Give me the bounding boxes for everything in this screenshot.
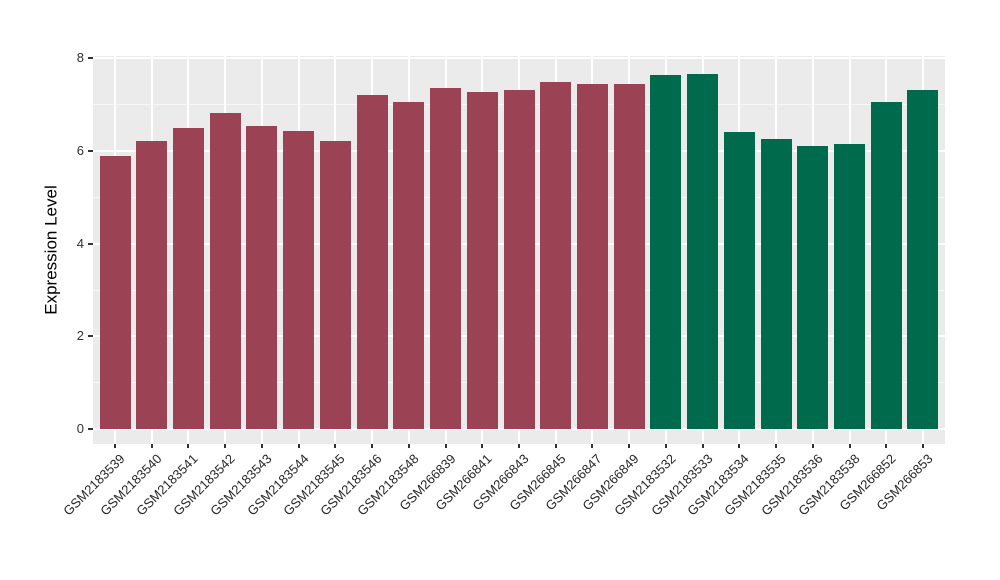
bar-GSM2183532	[650, 75, 682, 429]
y-tick-label-2: 2	[76, 328, 84, 344]
bar-GSM266853	[907, 89, 939, 429]
bar-GSM2183535	[760, 139, 792, 429]
plot-panel	[93, 56, 945, 444]
x-tick-mark-GSM2183548	[407, 444, 410, 448]
x-tick-mark-GSM2183534	[738, 444, 741, 448]
y-tick-label-8: 8	[76, 50, 84, 66]
x-tick-mark-GSM2183546	[371, 444, 374, 448]
bar-GSM266852	[870, 101, 902, 429]
bar-GSM2183541	[172, 127, 204, 429]
y-tick-mark-2	[88, 335, 93, 338]
x-tick-mark-GSM266839	[444, 444, 447, 448]
bar-GSM2183534	[723, 131, 755, 429]
bar-GSM266847	[576, 83, 608, 429]
x-tick-mark-GSM2183545	[334, 444, 337, 448]
x-tick-mark-GSM2183532	[664, 444, 667, 448]
x-tick-mark-GSM2183538	[848, 444, 851, 448]
bar-GSM266839	[430, 88, 462, 429]
y-tick-mark-8	[88, 57, 93, 60]
bar-GSM2183540	[136, 140, 168, 429]
bar-GSM2183533	[687, 73, 719, 429]
bar-GSM2183548	[393, 101, 425, 429]
bar-GSM2183546	[356, 95, 388, 429]
x-tick-mark-GSM2183539	[114, 444, 117, 448]
bar-GSM266849	[613, 84, 645, 429]
x-tick-mark-GSM266849	[628, 444, 631, 448]
x-tick-mark-GSM2183541	[187, 444, 190, 448]
x-tick-mark-GSM266852	[885, 444, 888, 448]
x-tick-mark-GSM2183543	[260, 444, 263, 448]
y-tick-label-0: 0	[76, 421, 84, 436]
x-tick-mark-GSM2183540	[150, 444, 153, 448]
x-tick-mark-GSM266853	[921, 444, 924, 448]
x-tick-mark-GSM2183544	[297, 444, 300, 448]
x-tick-mark-GSM2183536	[811, 444, 814, 448]
bar-GSM2183544	[283, 130, 315, 429]
bar-GSM2183543	[246, 126, 278, 429]
x-tick-mark-GSM266841	[481, 444, 484, 448]
y-tick-mark-6	[88, 150, 93, 153]
y-tick-mark-4	[88, 242, 93, 245]
bar-GSM2183538	[834, 144, 866, 429]
x-tick-mark-GSM2183542	[224, 444, 227, 448]
x-tick-mark-GSM266847	[591, 444, 594, 448]
bar-GSM2183542	[209, 113, 241, 429]
y-tick-label-6: 6	[76, 143, 84, 159]
x-tick-mark-GSM266843	[518, 444, 520, 448]
bar-GSM2183545	[319, 141, 351, 429]
bar-GSM266841	[466, 92, 498, 429]
bar-GSM266843	[503, 90, 535, 429]
x-tick-mark-GSM266845	[554, 444, 557, 448]
x-tick-mark-GSM2183535	[775, 444, 778, 448]
x-tick-mark-GSM2183533	[701, 444, 704, 448]
y-tick-label-4: 4	[76, 235, 84, 251]
bar-GSM2183536	[797, 146, 829, 429]
y-tick-mark-0	[88, 428, 93, 430]
bar-GSM2183539	[99, 155, 131, 429]
bar-GSM266845	[540, 81, 572, 429]
